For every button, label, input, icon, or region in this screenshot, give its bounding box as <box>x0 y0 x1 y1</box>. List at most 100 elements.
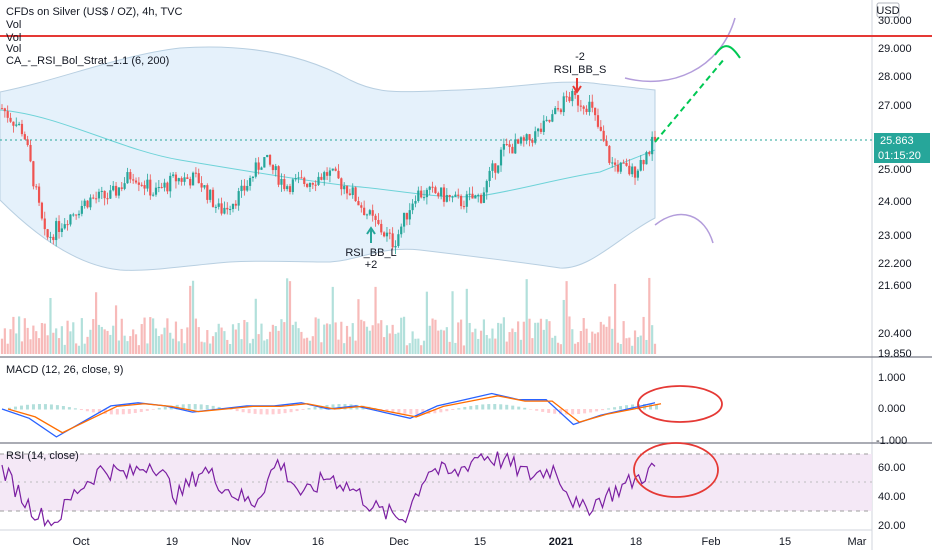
candle-body <box>337 170 340 179</box>
volume-bar <box>448 341 451 354</box>
volume-bar <box>465 288 468 354</box>
candle-body <box>451 196 454 198</box>
volume-bar <box>411 331 414 354</box>
volume-bar <box>197 327 200 354</box>
candle-body <box>132 179 135 181</box>
candle-body <box>217 203 220 207</box>
macd-histogram-bar <box>553 409 557 414</box>
volume-bar <box>174 321 178 354</box>
volume-bar <box>283 322 286 354</box>
candle-body <box>625 162 628 166</box>
macd-histogram-bar <box>457 408 461 410</box>
volume-bar <box>129 336 132 354</box>
volume-bar <box>306 337 309 354</box>
volume-bar <box>522 321 525 354</box>
candle-body <box>437 193 440 197</box>
candle-body <box>488 170 491 181</box>
price-tick: 19.850 <box>878 348 912 360</box>
macd-histogram-bar <box>13 406 17 410</box>
volume-bar <box>345 325 349 354</box>
macd-histogram-bar <box>55 405 59 410</box>
volume-bar <box>625 338 628 354</box>
macd-histogram-bar <box>43 404 47 410</box>
time-tick: 2021 <box>549 536 573 548</box>
time-tick: Mar <box>848 536 867 548</box>
volume-bar <box>29 339 32 354</box>
volume-bar <box>605 326 608 354</box>
volume-bar <box>365 326 369 354</box>
volume-bar <box>52 332 55 354</box>
macd-histogram-bar <box>295 409 299 412</box>
macd-tick: 0.000 <box>878 403 906 415</box>
time-tick: Feb <box>702 536 721 548</box>
candle-body <box>211 189 215 207</box>
volume-bar <box>117 340 121 354</box>
volume-bar <box>297 328 300 354</box>
projection-curve <box>714 45 741 59</box>
candle-body <box>360 205 363 208</box>
volume-bar <box>425 291 428 354</box>
short-signal[interactable]: -2 RSI_BB_S <box>554 51 607 94</box>
candle-body <box>112 185 115 191</box>
candle-body <box>431 186 434 188</box>
macd-histogram-bar <box>289 409 293 413</box>
volume-bar <box>55 328 58 354</box>
candle-body <box>154 187 158 195</box>
volume-bar <box>451 291 454 354</box>
candle-body <box>571 90 574 102</box>
macd-histogram-bar <box>79 409 83 411</box>
macd-histogram-bar <box>25 404 29 410</box>
volume-bar <box>565 281 568 354</box>
volume-bar <box>97 324 101 354</box>
legend-vol-1: Vol <box>6 19 21 31</box>
volume-bar <box>420 345 423 354</box>
time-tick: 19 <box>166 536 178 548</box>
candle-body <box>206 185 209 200</box>
volume-bars <box>0 277 657 354</box>
volume-bar <box>123 335 126 354</box>
volume-bar <box>556 342 560 354</box>
candle-body <box>257 162 260 170</box>
signal-line <box>7 395 662 434</box>
candle-body <box>414 201 417 204</box>
candle-body <box>471 193 474 199</box>
volume-bar <box>343 343 346 354</box>
volume-bar <box>325 323 329 354</box>
candle-body <box>300 177 303 179</box>
volume-bar <box>588 342 591 354</box>
candle-body <box>92 197 95 199</box>
volume-bar <box>194 318 198 354</box>
long-signal[interactable]: RSI_BB_L +2 <box>345 226 397 271</box>
rsi-title: RSI (14, close) <box>6 450 79 462</box>
macd-histogram-bar <box>67 407 71 410</box>
currency-badge[interactable] <box>876 2 900 18</box>
candle-body <box>129 172 132 180</box>
macd-histogram-bar <box>91 409 95 413</box>
macd-histogram-bar <box>505 404 509 410</box>
volume-bar <box>206 330 209 354</box>
candle-body <box>602 130 605 141</box>
macd-histogram-bar <box>469 405 473 410</box>
macd-histogram-bar <box>187 404 191 410</box>
candle-body <box>55 221 58 241</box>
volume-bar <box>428 325 431 354</box>
candle-body <box>280 179 283 185</box>
macd-histogram-bar <box>511 405 515 410</box>
volume-bar <box>189 285 192 354</box>
candle-body <box>459 195 463 207</box>
volume-bar <box>633 330 637 354</box>
candle-body <box>591 101 594 108</box>
candle-body <box>77 213 81 216</box>
candle-body <box>468 193 471 195</box>
volume-bar <box>479 330 483 354</box>
legend-vol-2: Vol <box>6 32 21 44</box>
rsi-annotation-circle <box>633 442 719 498</box>
candle-body <box>440 187 443 197</box>
candle-body <box>517 139 520 144</box>
volume-bar <box>103 329 106 354</box>
chart-title: CFDs on Silver (US$ / OZ), 4h, TVC <box>6 6 183 18</box>
candle-body <box>214 206 217 208</box>
candle-body <box>117 187 121 196</box>
candle-body <box>554 108 557 115</box>
